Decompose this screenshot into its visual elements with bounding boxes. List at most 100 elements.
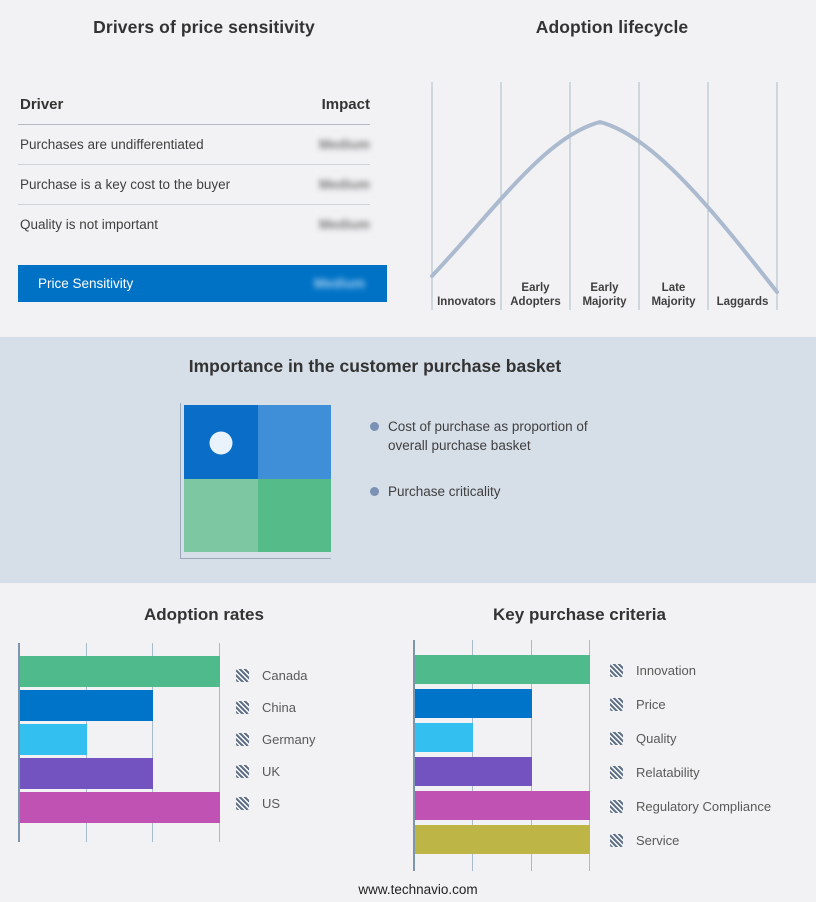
- hatched-swatch-icon: [610, 833, 623, 847]
- legend-item-innovation: Innovation: [610, 660, 771, 680]
- column-header-impact: Impact: [321, 96, 370, 113]
- bar-regulatory-compliance: [415, 791, 590, 820]
- driver-cell: Quality is not important: [20, 217, 159, 232]
- top-section: Drivers of price sensitivity Driver Impa…: [0, 0, 816, 337]
- bar-row-price: [415, 689, 590, 718]
- adoption-lifecycle-chart: Innovators Early Adopters Early Majority La…: [424, 80, 785, 312]
- hatched-swatch-icon: [236, 668, 249, 682]
- hatched-swatch-icon: [610, 663, 623, 677]
- bullet-item: Purchase criticality: [370, 482, 635, 501]
- bar-quality: [415, 723, 474, 752]
- legend-label: US: [262, 795, 281, 811]
- bullet-text: Cost of purchase as proportion of overal…: [388, 419, 588, 454]
- purchase-basket-section: Importance in the customer purchase bask…: [0, 337, 816, 583]
- adoption-rates-title: Adoption rates: [144, 605, 264, 624]
- hatched-swatch-icon: [610, 799, 623, 813]
- lifecycle-stage-labels: Innovators Early Adopters Early Majority La…: [432, 281, 777, 309]
- legend-item-regulatory-compliance: Regulatory Compliance: [610, 796, 771, 816]
- adoption-rates-bars: [20, 643, 220, 826]
- gridline: [219, 643, 220, 842]
- impact-cell-redacted: Medium: [318, 217, 370, 232]
- bar-us: [20, 792, 220, 823]
- bar-relatability: [415, 757, 532, 786]
- legend-label: Price: [636, 696, 666, 712]
- column-header-driver: Driver: [20, 96, 64, 113]
- legend-label: China: [262, 699, 296, 715]
- legend-item-uk: UK: [236, 761, 315, 781]
- table-row: Quality is not important Medium: [18, 205, 370, 244]
- table-row: Purchase is a key cost to the buyer Medi…: [18, 165, 370, 205]
- bullet-icon: [370, 487, 379, 497]
- quadrant-grid: [184, 405, 331, 552]
- key-purchase-criteria-bars: [415, 640, 590, 859]
- driver-cell: Purchases are undifferentiated: [20, 137, 204, 152]
- adoption-rates-legend: Canada China Germany UK US: [236, 665, 315, 825]
- bar-innovation: [415, 655, 590, 684]
- legend-label: Quality: [636, 730, 677, 746]
- key-purchase-criteria-chart: [413, 640, 590, 871]
- key-purchase-criteria-legend: Innovation Price Quality Relatability Regula…: [610, 660, 771, 864]
- bar-row-quality: [415, 723, 590, 752]
- quadrant-cell-top-right: [257, 405, 331, 479]
- stage-label-early-adopters: Early Adopters: [510, 281, 561, 308]
- legend-item-price: Price: [610, 694, 771, 714]
- bar-row-germany: [20, 724, 220, 755]
- drivers-table-title: Drivers of price sensitivity: [93, 17, 315, 37]
- legend-item-germany: Germany: [236, 729, 315, 749]
- legend-label: UK: [262, 763, 281, 779]
- impact-cell-redacted: Medium: [318, 137, 370, 152]
- hatched-swatch-icon: [236, 796, 249, 810]
- hatched-swatch-icon: [236, 764, 249, 778]
- hatched-swatch-icon: [236, 700, 249, 714]
- legend-item-us: US: [236, 793, 315, 813]
- highlight-dot-icon: [209, 431, 233, 455]
- gridline: [152, 643, 154, 842]
- legend-label: Germany: [262, 731, 316, 747]
- bar-row-us: [20, 792, 220, 823]
- purchase-basket-bullet-list: Cost of purchase as proportion of overal…: [370, 417, 635, 528]
- bar-china: [20, 690, 154, 721]
- bar-uk: [20, 758, 154, 789]
- legend-item-relatability: Relatability: [610, 762, 771, 782]
- bar-row-relatability: [415, 757, 590, 786]
- quadrant-cell-bottom-left: [184, 478, 258, 552]
- quadrant-cell-top-left: [184, 405, 258, 479]
- gridline: [530, 640, 532, 871]
- stage-label-late-majority: Late Majority: [651, 281, 696, 308]
- table-row: Purchases are undifferentiated Medium: [18, 125, 370, 165]
- legend-item-service: Service: [610, 830, 771, 850]
- key-purchase-criteria-title: Key purchase criteria: [493, 605, 666, 624]
- legend-label: Service: [636, 832, 680, 848]
- legend-label: Relatability: [636, 764, 700, 780]
- bottom-charts-section: Adoption rates Canada China Germany UK US Ke…: [0, 583, 816, 902]
- bell-curve-line: [430, 119, 779, 294]
- bar-row-innovation: [415, 655, 590, 684]
- bar-price: [415, 689, 532, 718]
- legend-item-china: China: [236, 697, 315, 717]
- bar-row-uk: [20, 758, 220, 789]
- bar-service: [415, 825, 590, 854]
- legend-label: Innovation: [636, 662, 696, 678]
- drivers-table-header: Driver Impact: [18, 90, 370, 125]
- gridline: [472, 640, 474, 871]
- legend-item-quality: Quality: [610, 728, 771, 748]
- bar-row-service: [415, 825, 590, 854]
- stage-label-laggards: Laggards: [716, 295, 769, 308]
- bell-curve-svg: [430, 82, 779, 310]
- impact-cell-redacted: Medium: [313, 276, 365, 291]
- price-sensitivity-summary-row: Price Sensitivity Medium: [18, 265, 387, 302]
- legend-label: Canada: [262, 667, 308, 683]
- quadrant-cell-bottom-right: [257, 478, 331, 552]
- bullet-text: Purchase criticality: [388, 484, 501, 500]
- adoption-lifecycle-title: Adoption lifecycle: [535, 17, 689, 37]
- adoption-rates-chart: [18, 643, 220, 842]
- drivers-table: Driver Impact Purchases are undifferenti…: [18, 90, 387, 302]
- stage-label-early-majority: Early Majority: [582, 281, 627, 308]
- legend-label: Regulatory Compliance: [636, 798, 772, 814]
- technavio-website-link[interactable]: www.technavio.com: [358, 882, 478, 897]
- summary-label: Price Sensitivity: [38, 276, 134, 291]
- hatched-swatch-icon: [610, 697, 623, 711]
- gridlines: [431, 82, 778, 310]
- bar-row-canada: [20, 656, 220, 687]
